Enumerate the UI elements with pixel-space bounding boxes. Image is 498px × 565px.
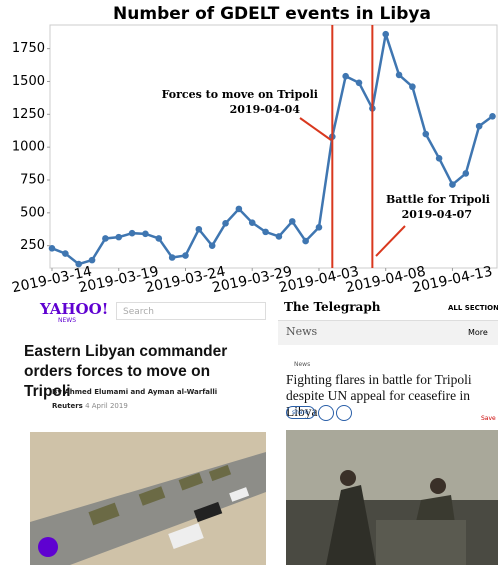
data-point bbox=[288, 218, 296, 225]
article-photo bbox=[30, 432, 266, 565]
article-photo bbox=[286, 430, 498, 565]
more-menu[interactable]: More bbox=[468, 328, 488, 337]
data-point bbox=[395, 71, 403, 79]
data-point bbox=[435, 155, 443, 162]
yahoo-article: YAHOO! NEWS Search Eastern Libyan comman… bbox=[0, 292, 272, 565]
telegraph-article: The Telegraph ALL SECTIONS News More New… bbox=[278, 292, 498, 565]
data-point bbox=[302, 237, 309, 245]
data-point bbox=[115, 233, 123, 241]
source: Reuters bbox=[52, 402, 83, 410]
chart: Number of GDELT events in Libya 250 500 75… bbox=[11, 4, 498, 292]
data-point bbox=[102, 235, 109, 242]
data-point bbox=[462, 170, 470, 177]
data-point bbox=[315, 223, 323, 231]
annotation-pointer bbox=[299, 117, 332, 141]
y-tick-label: 1750 bbox=[12, 41, 45, 56]
y-tick-label: 1500 bbox=[12, 74, 45, 89]
yahoo-logo-sub: NEWS bbox=[58, 317, 77, 324]
data-point bbox=[489, 112, 496, 120]
y-tick-label: 1000 bbox=[12, 140, 45, 155]
nav-bar bbox=[278, 320, 498, 345]
data-point bbox=[382, 30, 390, 38]
headline: Eastern Libyan commander orders forces t… bbox=[24, 343, 228, 400]
data-point bbox=[342, 72, 349, 80]
annotation-pointer bbox=[375, 225, 406, 257]
data-point bbox=[248, 219, 256, 226]
plot-frame bbox=[49, 24, 498, 269]
byline: By Ahmed Elumami and Ayman al-Warfalli bbox=[52, 388, 218, 396]
data-point bbox=[475, 122, 483, 130]
yahoo-logo: YAHOO! bbox=[40, 300, 109, 318]
save-button[interactable]: Save bbox=[481, 415, 496, 422]
telegraph-logo: The Telegraph bbox=[284, 300, 381, 314]
data-point bbox=[182, 252, 189, 259]
y-tick-label: 1250 bbox=[12, 107, 45, 122]
date: 4 April 2019 bbox=[85, 402, 128, 410]
data-point bbox=[142, 230, 149, 238]
data-point bbox=[449, 181, 456, 188]
data-point bbox=[62, 250, 69, 257]
data-point bbox=[422, 130, 430, 138]
chart-title: Number of GDELT events in Libya bbox=[113, 4, 431, 24]
y-tick-label: 750 bbox=[20, 172, 45, 187]
all-sections[interactable]: ALL SECTIONS bbox=[448, 304, 498, 312]
data-point bbox=[208, 242, 216, 249]
annotation-date: 2019-04-04 bbox=[230, 103, 301, 116]
data-point bbox=[155, 235, 163, 242]
annotation-text: Battle for Tripoli bbox=[386, 193, 490, 206]
twitter-button[interactable] bbox=[318, 405, 334, 421]
annotation-text: Forces to move on Tripoli bbox=[162, 88, 318, 101]
source-line: Reuters 4 April 2019 bbox=[52, 402, 128, 410]
annotation-date: 2019-04-07 bbox=[402, 208, 472, 221]
data-point bbox=[222, 220, 229, 227]
y-tick-label: 500 bbox=[20, 205, 45, 220]
data-point bbox=[128, 229, 136, 237]
email-button[interactable] bbox=[336, 405, 352, 421]
headline: Fighting flares in battle for Tripoli de… bbox=[286, 372, 472, 419]
data-point bbox=[168, 254, 176, 261]
nav-section[interactable]: News bbox=[286, 325, 318, 338]
data-point bbox=[88, 256, 96, 264]
y-tick-label: 250 bbox=[20, 238, 45, 253]
data-point bbox=[262, 228, 269, 236]
search-box[interactable]: Search bbox=[116, 302, 266, 320]
data-point bbox=[235, 205, 243, 213]
data-point bbox=[409, 83, 416, 91]
data-point bbox=[275, 233, 283, 240]
data-point bbox=[75, 260, 82, 268]
share-button[interactable]: share bbox=[286, 406, 315, 419]
breadcrumb[interactable]: News bbox=[294, 361, 311, 368]
data-point bbox=[48, 244, 56, 252]
data-line bbox=[51, 33, 494, 266]
data-point bbox=[355, 79, 363, 87]
data-point bbox=[195, 225, 203, 233]
